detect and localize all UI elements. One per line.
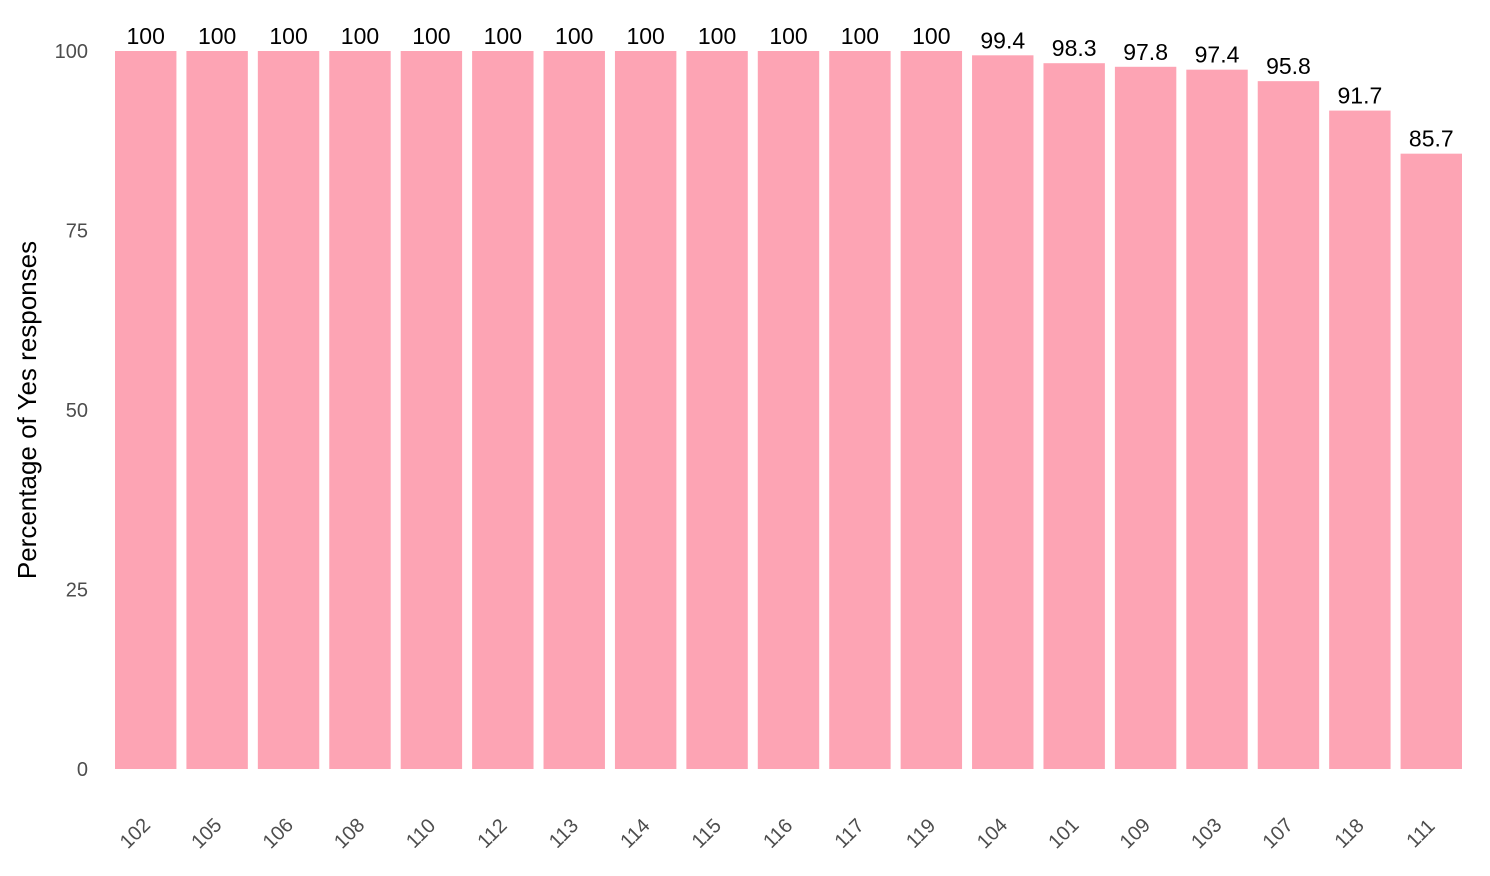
bar-106 bbox=[257, 51, 320, 769]
data-label: 100 bbox=[269, 23, 307, 49]
x-tick-label: 115 bbox=[688, 815, 726, 853]
y-tick-label: 100 bbox=[55, 41, 88, 63]
x-tick-label: 114 bbox=[616, 815, 654, 853]
x-tick-label: 102 bbox=[116, 814, 155, 853]
x-tick-label: 116 bbox=[759, 815, 797, 853]
data-label: 97.4 bbox=[1195, 42, 1240, 68]
x-tick-label: 109 bbox=[1116, 814, 1155, 853]
x-tick-label: 111 bbox=[1403, 815, 1440, 852]
data-label: 85.7 bbox=[1409, 126, 1454, 152]
bar-110 bbox=[400, 51, 463, 769]
y-axis-ticks: 0 25 50 75 100 bbox=[55, 41, 88, 781]
data-label: 99.4 bbox=[980, 27, 1025, 53]
data-label: 100 bbox=[626, 23, 664, 49]
bar-107 bbox=[1257, 81, 1320, 769]
data-label: 100 bbox=[841, 23, 879, 49]
data-label: 100 bbox=[769, 23, 807, 49]
bar-105 bbox=[186, 51, 248, 769]
x-tick-label: 104 bbox=[973, 814, 1012, 853]
x-tick-label: 119 bbox=[902, 815, 940, 853]
bar-117 bbox=[829, 51, 891, 769]
bar-109 bbox=[1114, 66, 1177, 769]
x-tick-label: 103 bbox=[1187, 814, 1226, 853]
bar-111 bbox=[1400, 153, 1463, 769]
data-label: 91.7 bbox=[1337, 83, 1382, 109]
data-label: 95.8 bbox=[1266, 53, 1311, 79]
data-label: 100 bbox=[341, 23, 379, 49]
bars bbox=[114, 51, 1463, 770]
bar-108 bbox=[329, 51, 391, 769]
data-labels: 100 100 100 100 100 100 100 100 100 100 100 100 99.4… bbox=[127, 23, 1454, 152]
x-tick-label: 113 bbox=[545, 815, 583, 853]
x-tick-label: 117 bbox=[831, 815, 869, 853]
bar-103 bbox=[1186, 69, 1248, 770]
x-axis-ticks: 102 105 106 108 110 112 113 114 115 116 117 119 104 1… bbox=[116, 814, 1440, 853]
x-tick-label: 110 bbox=[402, 815, 440, 853]
data-label: 100 bbox=[198, 23, 236, 49]
bar-102 bbox=[114, 51, 177, 769]
bar-113 bbox=[543, 51, 605, 769]
y-tick-label: 0 bbox=[77, 759, 88, 781]
bar-118 bbox=[1329, 110, 1391, 770]
bar-104 bbox=[972, 55, 1034, 770]
x-tick-label: 108 bbox=[330, 814, 369, 853]
bar-101 bbox=[1043, 63, 1105, 770]
x-tick-label: 112 bbox=[474, 815, 512, 853]
bar-112 bbox=[472, 51, 534, 769]
data-label: 100 bbox=[555, 23, 593, 49]
x-tick-label: 106 bbox=[259, 814, 298, 853]
data-label: 97.8 bbox=[1123, 39, 1168, 65]
bar-119 bbox=[900, 51, 963, 769]
x-tick-label: 101 bbox=[1044, 814, 1083, 853]
data-label: 100 bbox=[127, 23, 165, 49]
y-tick-label: 25 bbox=[66, 580, 88, 602]
y-tick-label: 50 bbox=[66, 400, 88, 422]
x-tick-label: 107 bbox=[1259, 814, 1298, 853]
x-tick-label: 118 bbox=[1331, 815, 1369, 853]
y-axis-label: Percentage of Yes responses bbox=[12, 241, 42, 579]
data-label: 100 bbox=[698, 23, 736, 49]
y-tick-label: 75 bbox=[66, 221, 88, 243]
bar-116 bbox=[757, 51, 820, 769]
data-label: 100 bbox=[412, 23, 450, 49]
data-label: 100 bbox=[484, 23, 522, 49]
bar-114 bbox=[614, 51, 677, 769]
bar-115 bbox=[686, 51, 748, 769]
data-label: 100 bbox=[912, 23, 950, 49]
data-label: 98.3 bbox=[1052, 35, 1097, 61]
x-tick-label: 105 bbox=[187, 814, 226, 853]
